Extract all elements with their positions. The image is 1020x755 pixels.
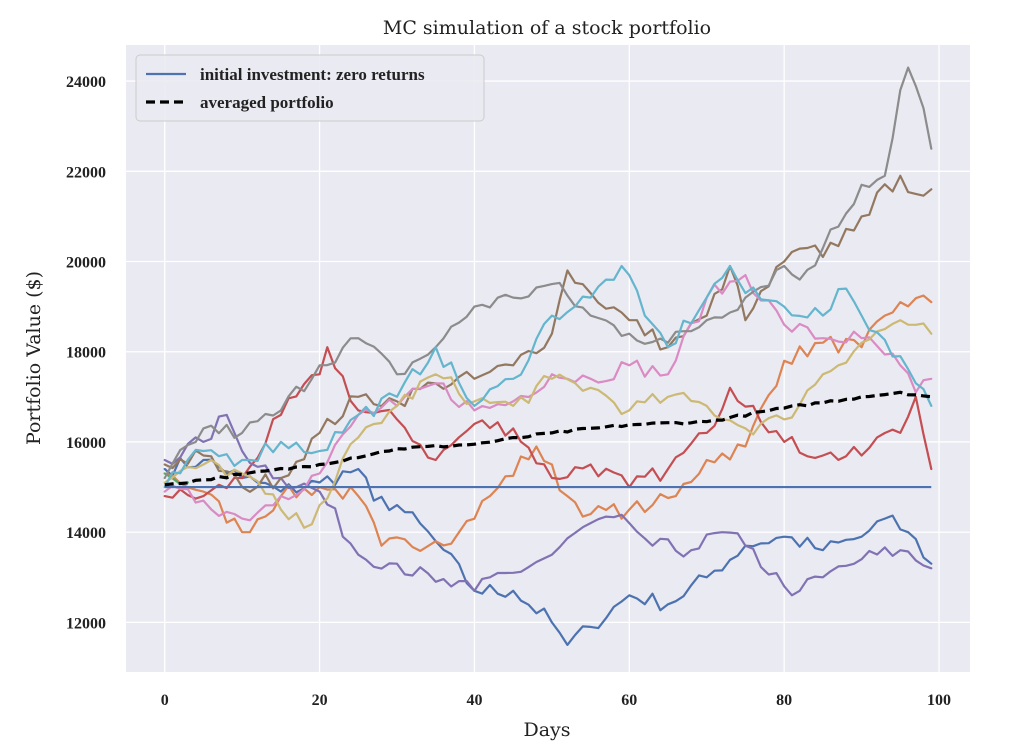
x-axis-label: Days (523, 719, 570, 741)
average-line-layer (164, 390, 932, 487)
y-tick-label: 22000 (66, 164, 106, 181)
simulated-series-line (163, 66, 933, 480)
x-tick-label: 60 (621, 692, 637, 709)
chart-title: MC simulation of a stock portfolio (383, 17, 711, 39)
legend-box (135, 54, 485, 122)
simulated-series-line (163, 319, 933, 529)
tick-labels: 0 20 40 60 80 100 12000 14000 16000 18000 20000 220… (66, 74, 951, 709)
simulated-series-line (163, 346, 933, 500)
legend: initial investment: zero returns average… (135, 54, 485, 122)
averaged-portfolio-line (164, 390, 932, 487)
x-tick-label: 100 (927, 692, 951, 709)
y-tick-label: 24000 (66, 74, 106, 91)
y-tick-label: 20000 (66, 255, 106, 272)
y-axis-label: Portfolio Value ($) (23, 271, 45, 445)
x-tick-label: 80 (776, 692, 792, 709)
y-tick-label: 16000 (66, 435, 106, 452)
x-tick-label: 20 (312, 692, 328, 709)
legend-label-average: averaged portfolio (200, 93, 334, 112)
y-tick-label: 14000 (66, 525, 106, 542)
y-tick-label: 18000 (66, 345, 106, 362)
y-tick-label: 12000 (66, 615, 106, 632)
simulated-series-line (163, 264, 933, 489)
x-tick-label: 40 (466, 692, 482, 709)
simulated-series-line (163, 274, 933, 522)
x-tick-label: 0 (161, 692, 169, 709)
legend-label-initial: initial investment: zero returns (200, 65, 425, 84)
plot-background (126, 45, 970, 672)
grid (126, 45, 970, 672)
simulated-series-line (163, 294, 933, 552)
